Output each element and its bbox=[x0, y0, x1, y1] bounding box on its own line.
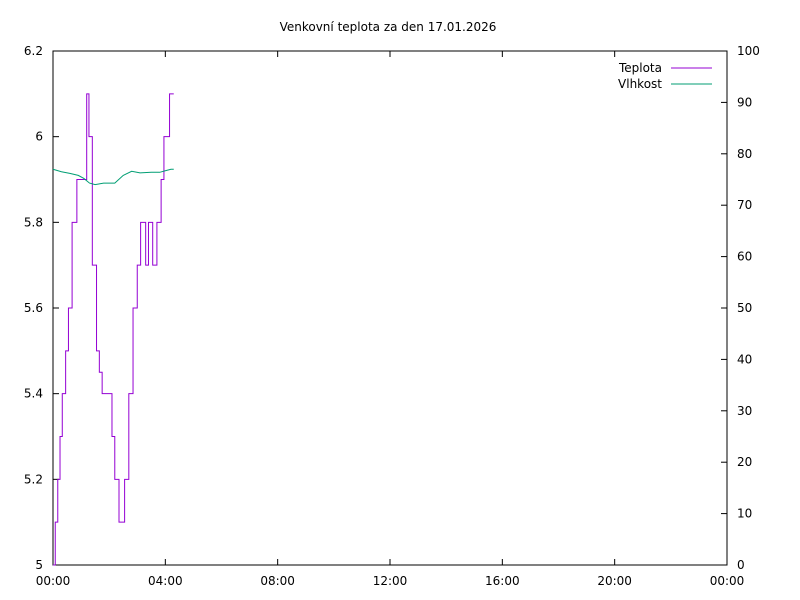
y-right-tick-label: 80 bbox=[737, 147, 752, 161]
y-right-tick-label: 70 bbox=[737, 198, 752, 212]
legend-label: Vlhkost bbox=[618, 77, 662, 91]
x-tick-label: 00:00 bbox=[36, 574, 71, 588]
y-right-tick-label: 0 bbox=[737, 558, 745, 572]
y-left-tick-label: 5.8 bbox=[24, 215, 43, 229]
y-left-tick-label: 5.4 bbox=[24, 387, 43, 401]
y-left-tick-label: 6 bbox=[35, 130, 43, 144]
legend: Teplota Vlhkost bbox=[618, 61, 712, 91]
x-tick-label: 16:00 bbox=[485, 574, 520, 588]
legend-label: Teplota bbox=[618, 61, 662, 75]
chart-title: Venkovní teplota za den 17.01.2026 bbox=[280, 20, 497, 34]
y-right-tick-label: 90 bbox=[737, 95, 752, 109]
y-left-tick-label: 5.2 bbox=[24, 472, 43, 486]
y-left-tick-label: 5.6 bbox=[24, 301, 43, 315]
right-y-axis: 0 10 20 30 40 50 60 70 80 90 100 bbox=[721, 44, 760, 572]
y-right-tick-label: 30 bbox=[737, 404, 752, 418]
series-line-teplota bbox=[53, 93, 174, 566]
x-tick-label: 12:00 bbox=[373, 574, 408, 588]
y-left-tick-label: 6.2 bbox=[24, 44, 43, 58]
x-tick-label: 08:00 bbox=[260, 574, 295, 588]
series-line-vlhkost bbox=[52, 168, 174, 186]
y-right-tick-label: 40 bbox=[737, 352, 752, 366]
plot-frame bbox=[52, 50, 728, 566]
y-right-tick-label: 60 bbox=[737, 250, 752, 264]
y-left-tick-label: 5 bbox=[35, 558, 43, 572]
x-tick-label: 00:00 bbox=[710, 574, 745, 588]
x-axis: 00:00 04:00 08:00 12:00 16:00 20:00 00:00 bbox=[36, 51, 745, 588]
y-right-tick-label: 50 bbox=[737, 301, 752, 315]
y-right-tick-label: 10 bbox=[737, 507, 752, 521]
x-tick-label: 04:00 bbox=[148, 574, 183, 588]
y-right-tick-label: 100 bbox=[737, 44, 760, 58]
series-lines bbox=[52, 93, 174, 566]
left-y-axis: 5 5.2 5.4 5.6 5.8 6 6.2 bbox=[24, 44, 59, 572]
y-right-tick-label: 20 bbox=[737, 455, 752, 469]
x-tick-label: 20:00 bbox=[597, 574, 632, 588]
